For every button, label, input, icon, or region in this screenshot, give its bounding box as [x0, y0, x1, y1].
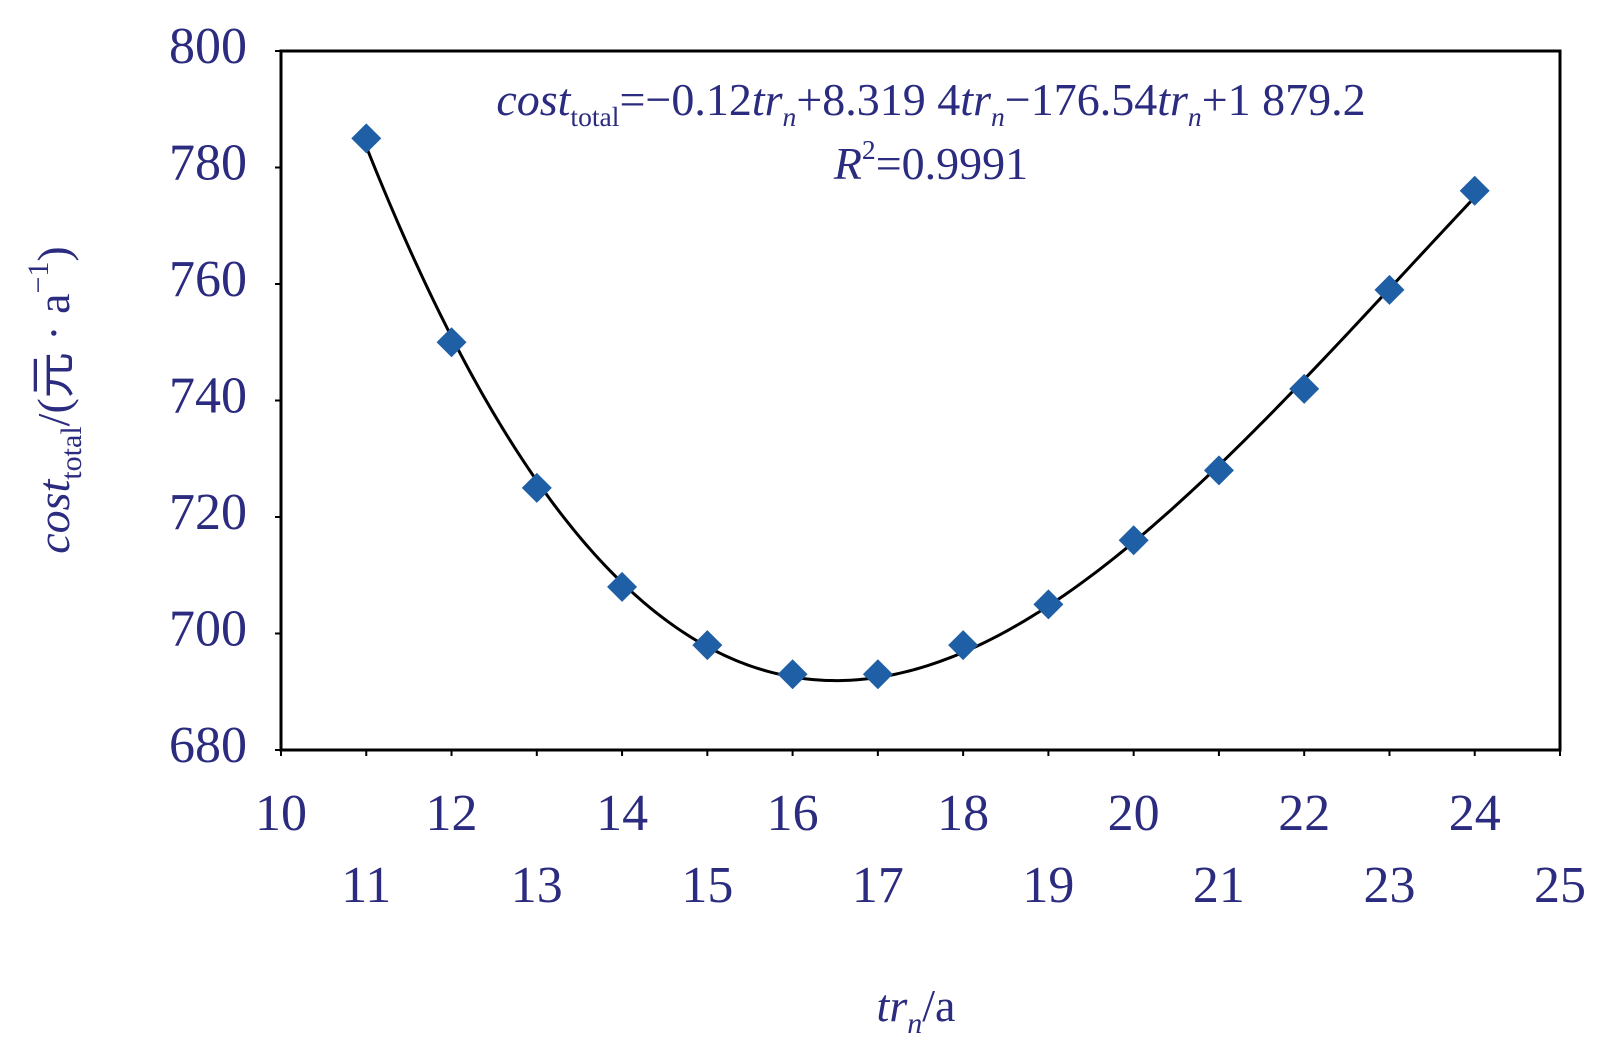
text-run: tr	[1157, 74, 1189, 125]
x-tick-label: 24	[1449, 785, 1501, 842]
x-tick-label: 16	[767, 785, 819, 842]
x-axis-label: trn/a	[877, 980, 956, 1041]
text-run: total	[570, 101, 619, 132]
text-run: R	[833, 138, 862, 189]
text-run: −176.54	[1005, 74, 1157, 125]
text-run: =−0.12	[619, 74, 751, 125]
data-point	[1203, 455, 1234, 486]
x-tick-label: 22	[1278, 785, 1330, 842]
x-tick-label: 25	[1534, 857, 1586, 914]
data-point	[1118, 525, 1149, 556]
annotation: R2=0.9991	[833, 134, 1028, 189]
x-tick-label: 15	[681, 857, 733, 914]
trend-line	[364, 145, 1476, 683]
data-point	[862, 659, 893, 690]
y-tick-label: 780	[169, 134, 247, 191]
x-tick-label: 11	[341, 857, 391, 914]
data-point	[351, 123, 382, 154]
annotation: costtotal=−0.12trn+8.319 4trn−176.54trn+…	[496, 74, 1365, 132]
x-tick-label: 18	[937, 785, 989, 842]
x-tick-label: 12	[426, 785, 478, 842]
text-run: tr	[960, 74, 992, 125]
text-run: 2	[862, 134, 876, 165]
text-run: −1	[22, 262, 55, 294]
x-tick-label: 21	[1193, 857, 1245, 914]
y-tick-label: 740	[169, 367, 247, 424]
y-axis-label: costtotal/(元 · a−1)	[22, 246, 88, 554]
data-point	[948, 630, 979, 661]
text-run: n	[783, 101, 797, 132]
x-tick-label: 10	[255, 785, 307, 842]
data-point	[436, 327, 467, 358]
y-tick-label: 800	[169, 18, 247, 75]
y-tick-label: 760	[169, 251, 247, 308]
text-run: )	[28, 246, 79, 261]
text-run: cost	[28, 478, 79, 553]
y-tick-label: 720	[169, 484, 247, 541]
text-run: total	[55, 426, 88, 479]
data-point	[521, 472, 552, 503]
text-run: tr	[877, 980, 909, 1031]
x-tick-label: 19	[1022, 857, 1074, 914]
text-run: n	[907, 1007, 922, 1040]
data-point	[1033, 589, 1064, 620]
data-point	[777, 659, 808, 690]
text-run: +8.319 4	[796, 74, 960, 125]
x-tick-label: 23	[1363, 857, 1415, 914]
data-point	[1459, 175, 1490, 206]
x-tick-label: 17	[852, 857, 904, 914]
text-run: n	[991, 101, 1005, 132]
x-tick-label: 13	[511, 857, 563, 914]
data-point	[1374, 274, 1405, 305]
y-tick-label: 680	[169, 717, 247, 774]
x-tick-label: 20	[1108, 785, 1160, 842]
text-run: /a	[922, 980, 955, 1031]
text-run: =0.9991	[876, 138, 1028, 189]
y-tick-label: 700	[169, 600, 247, 657]
text-run: cost	[496, 74, 571, 125]
data-point	[607, 571, 638, 602]
data-point	[692, 630, 723, 661]
text-run: /(元 · a	[28, 293, 79, 426]
data-point	[1289, 373, 1320, 404]
text-run: +1 879.2	[1202, 74, 1366, 125]
text-run: n	[1188, 101, 1202, 132]
x-tick-label: 14	[596, 785, 648, 842]
text-run: tr	[752, 74, 784, 125]
